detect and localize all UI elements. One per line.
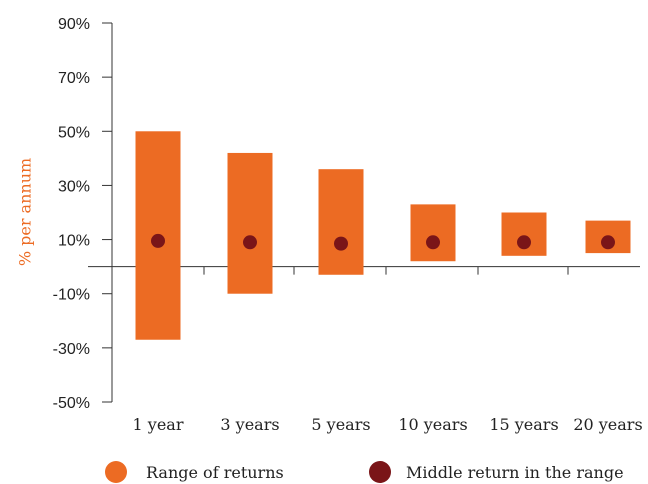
middle-dot [243, 235, 257, 250]
y-axis-label: % per annum [16, 158, 35, 266]
range-bar [410, 204, 456, 262]
middle-dot [601, 235, 615, 250]
middle-dot [517, 235, 531, 250]
range-bar [318, 169, 364, 275]
y-axis: -50% -30% -10% 10% 30% 50% 70% 90% [53, 16, 113, 412]
x-axis: 1 year 3 years 5 years 10 years 15 years 20 y… [88, 266, 643, 434]
middle-dot [426, 235, 440, 250]
y-tick-label: 70% [58, 70, 90, 87]
legend-range-label: Range of returns [146, 463, 284, 482]
y-tick-label: 10% [58, 233, 90, 250]
y-tick-label: -30% [53, 341, 90, 358]
y-tick-label: 50% [58, 124, 90, 141]
middle-dots [151, 233, 615, 251]
x-tick-label: 20 years [573, 415, 642, 434]
range-bar [227, 152, 273, 294]
x-tick-label: 5 years [311, 415, 370, 434]
y-tick-label: 90% [58, 16, 90, 33]
y-tick-label: -10% [53, 287, 90, 304]
middle-dot [151, 233, 165, 248]
legend-middle-swatch [369, 461, 391, 483]
legend-middle-label: Middle return in the range [406, 463, 624, 482]
y-tick-label: 30% [58, 178, 90, 195]
x-tick-label: 1 year [133, 415, 184, 434]
x-tick-label: 3 years [220, 415, 279, 434]
y-tick-label: -50% [53, 395, 90, 412]
legend-range-swatch [105, 461, 127, 483]
range-bars [135, 131, 631, 340]
range-bar [501, 212, 547, 256]
x-tick-label: 10 years [398, 415, 467, 434]
legend: Range of returns Middle return in the ra… [105, 461, 624, 483]
x-tick-label: 15 years [489, 415, 558, 434]
middle-dot [334, 236, 348, 251]
